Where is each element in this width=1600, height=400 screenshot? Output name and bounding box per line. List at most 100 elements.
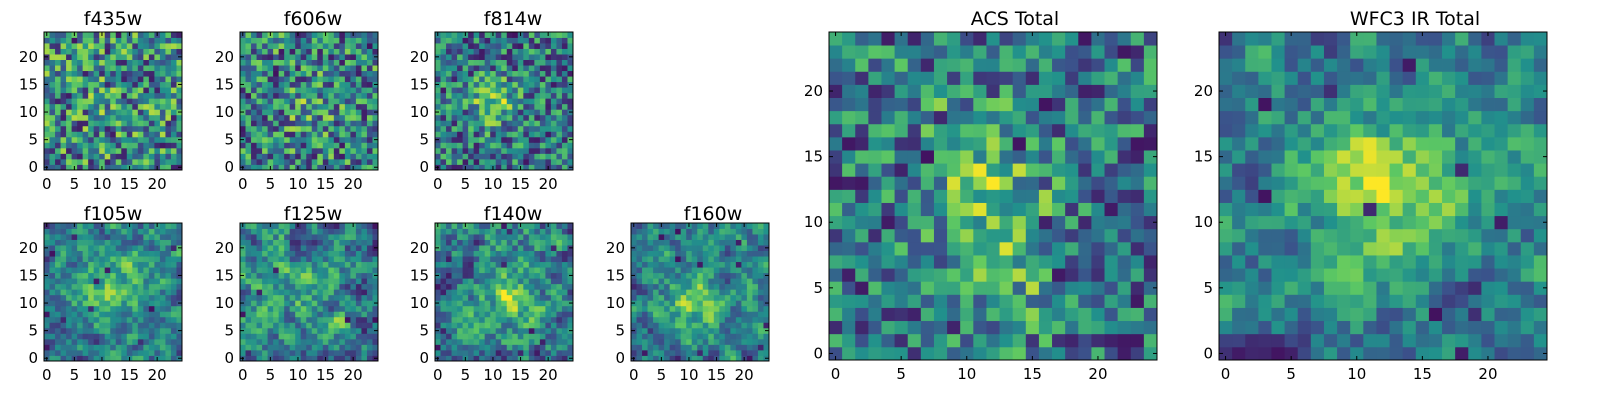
heatmap-cell xyxy=(126,48,133,55)
heatmap-cell xyxy=(333,311,340,318)
heatmap-cell xyxy=(256,250,263,257)
heatmap-cell xyxy=(1012,320,1027,335)
heatmap-cell xyxy=(115,316,122,323)
heatmap-cell xyxy=(278,136,285,143)
heatmap-cell xyxy=(170,272,177,279)
heatmap-cell xyxy=(440,103,447,110)
heatmap-cell xyxy=(170,70,177,77)
heatmap-cell xyxy=(165,120,172,127)
heatmap-cell xyxy=(697,300,704,307)
heatmap-cell xyxy=(506,87,513,94)
heatmap-cell xyxy=(842,241,856,256)
heatmap-cell xyxy=(55,327,61,334)
heatmap-cell xyxy=(495,355,502,362)
heatmap-cell xyxy=(495,65,502,72)
heatmap-cell xyxy=(490,147,497,154)
heatmap-cell xyxy=(137,59,144,66)
heatmap-cell xyxy=(653,305,659,312)
heatmap-cell xyxy=(240,322,246,329)
heatmap-cell xyxy=(317,54,324,60)
heatmap-cell xyxy=(719,322,726,329)
heatmap-cell xyxy=(702,344,709,351)
heatmap-cell xyxy=(295,92,302,99)
heatmap-cell xyxy=(284,267,291,274)
heatmap-cell xyxy=(344,349,351,356)
heatmap-cell xyxy=(273,283,280,290)
heatmap-cell xyxy=(446,43,452,49)
heatmap-cell xyxy=(757,223,764,229)
heatmap-cell xyxy=(55,87,61,94)
heatmap-cell xyxy=(457,261,463,268)
heatmap-cell xyxy=(675,283,682,290)
heatmap-cell xyxy=(262,316,268,323)
heatmap-cell xyxy=(435,59,441,66)
heatmap-cell xyxy=(440,48,447,55)
heatmap-cell xyxy=(121,158,128,165)
heatmap-cell xyxy=(344,338,351,345)
heatmap-cell xyxy=(121,120,128,127)
heatmap-cell xyxy=(361,311,368,318)
heatmap-cell xyxy=(462,158,469,165)
heatmap-cell xyxy=(947,163,961,177)
heatmap-cell xyxy=(567,322,574,329)
heatmap-cell xyxy=(366,223,373,229)
heatmap-cell xyxy=(278,92,285,99)
heatmap-cell xyxy=(501,81,508,88)
heatmap-cell xyxy=(490,278,497,285)
heatmap-cell xyxy=(550,322,557,329)
x-tick-label: 20 xyxy=(148,366,167,384)
heatmap-cell xyxy=(702,311,709,318)
heatmap-cell xyxy=(289,147,296,154)
y-tick-label: 0 xyxy=(419,349,429,367)
heatmap-cell xyxy=(300,87,307,94)
heatmap-cell xyxy=(306,294,313,301)
heatmap-cell xyxy=(311,48,318,55)
heatmap-cell xyxy=(501,272,508,279)
heatmap-cell xyxy=(440,131,447,138)
heatmap-cell xyxy=(550,294,557,301)
heatmap-cell xyxy=(99,234,106,240)
heatmap-cell xyxy=(289,261,296,268)
heatmap-cell xyxy=(88,333,95,340)
heatmap-cell xyxy=(473,153,480,160)
heatmap-cell xyxy=(642,256,648,263)
heatmap-cell xyxy=(121,327,128,334)
heatmap-cell xyxy=(77,234,84,240)
heatmap-cell xyxy=(479,256,486,263)
heatmap-cell xyxy=(240,344,246,351)
heatmap-cell xyxy=(534,355,541,362)
heatmap-cell xyxy=(278,158,285,165)
heatmap-cell xyxy=(947,228,961,243)
heatmap-cell xyxy=(245,256,252,263)
heatmap-cell xyxy=(143,153,150,160)
heatmap-cell xyxy=(1104,268,1119,282)
heatmap-cell xyxy=(372,153,379,160)
heatmap-cell xyxy=(631,344,637,351)
heatmap-cell xyxy=(517,327,524,334)
heatmap-cell xyxy=(126,59,133,66)
heatmap-cell xyxy=(556,322,563,329)
heatmap-cell xyxy=(256,43,263,49)
heatmap-cell xyxy=(517,250,524,257)
heatmap-cell xyxy=(245,300,252,307)
heatmap-cell xyxy=(1038,189,1053,203)
heatmap-cell xyxy=(567,333,574,340)
heatmap-cell xyxy=(933,281,948,295)
heatmap-cell xyxy=(451,327,458,334)
heatmap-cell xyxy=(77,92,84,99)
heatmap-cell xyxy=(708,223,715,229)
heatmap-cell xyxy=(66,355,72,362)
heatmap-cell xyxy=(366,76,373,83)
heatmap-cell xyxy=(104,98,111,105)
heatmap-cell xyxy=(735,289,742,296)
heatmap-cell xyxy=(506,300,513,307)
heatmap-cell xyxy=(506,272,513,279)
heatmap-cell xyxy=(741,294,748,301)
heatmap-cell xyxy=(435,120,441,127)
heatmap-cell xyxy=(680,256,687,263)
heatmap-cell xyxy=(99,327,106,334)
heatmap-cell xyxy=(256,228,263,235)
heatmap-cell xyxy=(278,256,285,263)
heatmap-cell xyxy=(545,76,552,83)
